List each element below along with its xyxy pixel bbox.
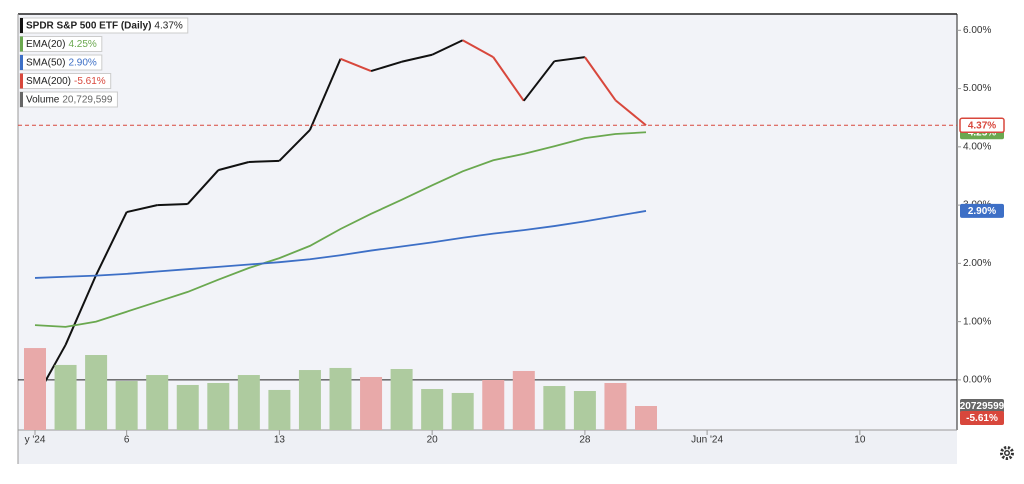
price-segment bbox=[614, 99, 647, 127]
price-segment bbox=[492, 56, 525, 102]
legend-name: SMA(200) bbox=[26, 76, 71, 87]
price-segment bbox=[431, 39, 464, 56]
price-segment bbox=[401, 53, 433, 63]
volume-bar bbox=[176, 384, 199, 430]
x-tick-label: 28 bbox=[579, 435, 591, 446]
x-axis-band bbox=[18, 430, 957, 464]
volume-bar bbox=[360, 376, 383, 430]
legend-swatch bbox=[20, 55, 23, 70]
legend-swatch bbox=[20, 92, 23, 107]
indicator-line bbox=[34, 210, 647, 279]
value-tag-label: 20729599 bbox=[960, 401, 1005, 412]
price-segment bbox=[157, 202, 188, 207]
value-tag bbox=[960, 203, 1004, 218]
value-tag-label: 2.90% bbox=[968, 206, 996, 217]
volume-bar bbox=[512, 370, 535, 430]
volume-bar bbox=[543, 386, 566, 430]
volume-bar bbox=[573, 390, 596, 430]
x-tick-label: 6 bbox=[124, 435, 130, 446]
volume-bar bbox=[451, 392, 474, 430]
price-segment bbox=[248, 159, 280, 163]
legend-value: 2.90% bbox=[68, 58, 96, 69]
plot-area bbox=[18, 14, 957, 430]
x-tick-label: y '24 bbox=[25, 435, 46, 446]
volume-bar bbox=[329, 367, 352, 430]
y-tick-label: 5.00% bbox=[963, 83, 991, 94]
x-tick-label: 10 bbox=[854, 435, 866, 446]
volume-bar bbox=[146, 375, 169, 430]
legend-name: EMA(20) bbox=[26, 39, 65, 50]
volume-bar bbox=[482, 379, 505, 430]
volume-bar bbox=[635, 406, 657, 430]
price-segment bbox=[523, 60, 556, 102]
price-segment bbox=[309, 58, 342, 131]
value-tag bbox=[960, 399, 1004, 414]
price-segment bbox=[370, 60, 402, 73]
volume-bar bbox=[24, 348, 46, 430]
y-tick-label: 0.00% bbox=[963, 375, 991, 386]
price-segment bbox=[554, 56, 586, 63]
legend-swatch bbox=[20, 36, 23, 52]
volume-bar bbox=[604, 383, 627, 430]
value-tag bbox=[960, 411, 1004, 425]
legend-name: Volume bbox=[26, 95, 60, 106]
price-segment bbox=[95, 211, 128, 276]
price-segment bbox=[340, 57, 372, 73]
value-tag bbox=[959, 117, 1005, 134]
volume-bar bbox=[421, 389, 444, 430]
x-tick-label: 20 bbox=[427, 435, 439, 446]
volume-bar bbox=[115, 381, 138, 430]
x-tick-label: Jun '24 bbox=[691, 435, 723, 446]
value-tag-label: 4.37% bbox=[968, 120, 996, 131]
y-tick-label: 6.00% bbox=[963, 25, 991, 36]
volume-bar bbox=[390, 369, 413, 430]
plot-layer bbox=[18, 39, 957, 430]
y-tick-label: 4.00% bbox=[963, 141, 991, 152]
volume-bar bbox=[85, 354, 108, 430]
price-segment bbox=[462, 39, 494, 58]
volume-bar bbox=[54, 364, 77, 430]
legend-value: 4.25% bbox=[68, 39, 96, 50]
volume-bar bbox=[207, 383, 230, 430]
price-segment bbox=[278, 129, 311, 162]
price-segment bbox=[64, 274, 98, 346]
legend-name: SMA(50) bbox=[26, 58, 65, 69]
legend-name: SPDR S&P 500 ETF (Daily) bbox=[26, 21, 151, 32]
legend-swatch bbox=[20, 73, 23, 89]
indicator-line bbox=[34, 131, 647, 328]
price-segment bbox=[187, 169, 220, 205]
settings-gear[interactable] bbox=[1000, 446, 1014, 460]
legend-value: 4.37% bbox=[154, 21, 182, 32]
volume-bar bbox=[298, 370, 321, 430]
price-segment bbox=[126, 204, 158, 214]
legend-value: 20,729,599 bbox=[62, 95, 112, 106]
price-segment bbox=[584, 56, 617, 101]
x-tick-label: 13 bbox=[274, 435, 286, 446]
value-tag-label: -5.61% bbox=[966, 413, 998, 424]
volume-bar bbox=[237, 375, 260, 430]
y-tick-label: 1.00% bbox=[963, 316, 991, 327]
legend-swatch bbox=[20, 18, 23, 33]
overlay-layer: 0.00%1.00%2.00%3.00%4.00%5.00%6.00%y '24… bbox=[19, 17, 1005, 446]
legend-value: -5.61% bbox=[74, 76, 106, 87]
y-tick-label: 2.00% bbox=[963, 258, 991, 269]
price-segment bbox=[218, 161, 250, 172]
volume-bar bbox=[268, 389, 291, 430]
